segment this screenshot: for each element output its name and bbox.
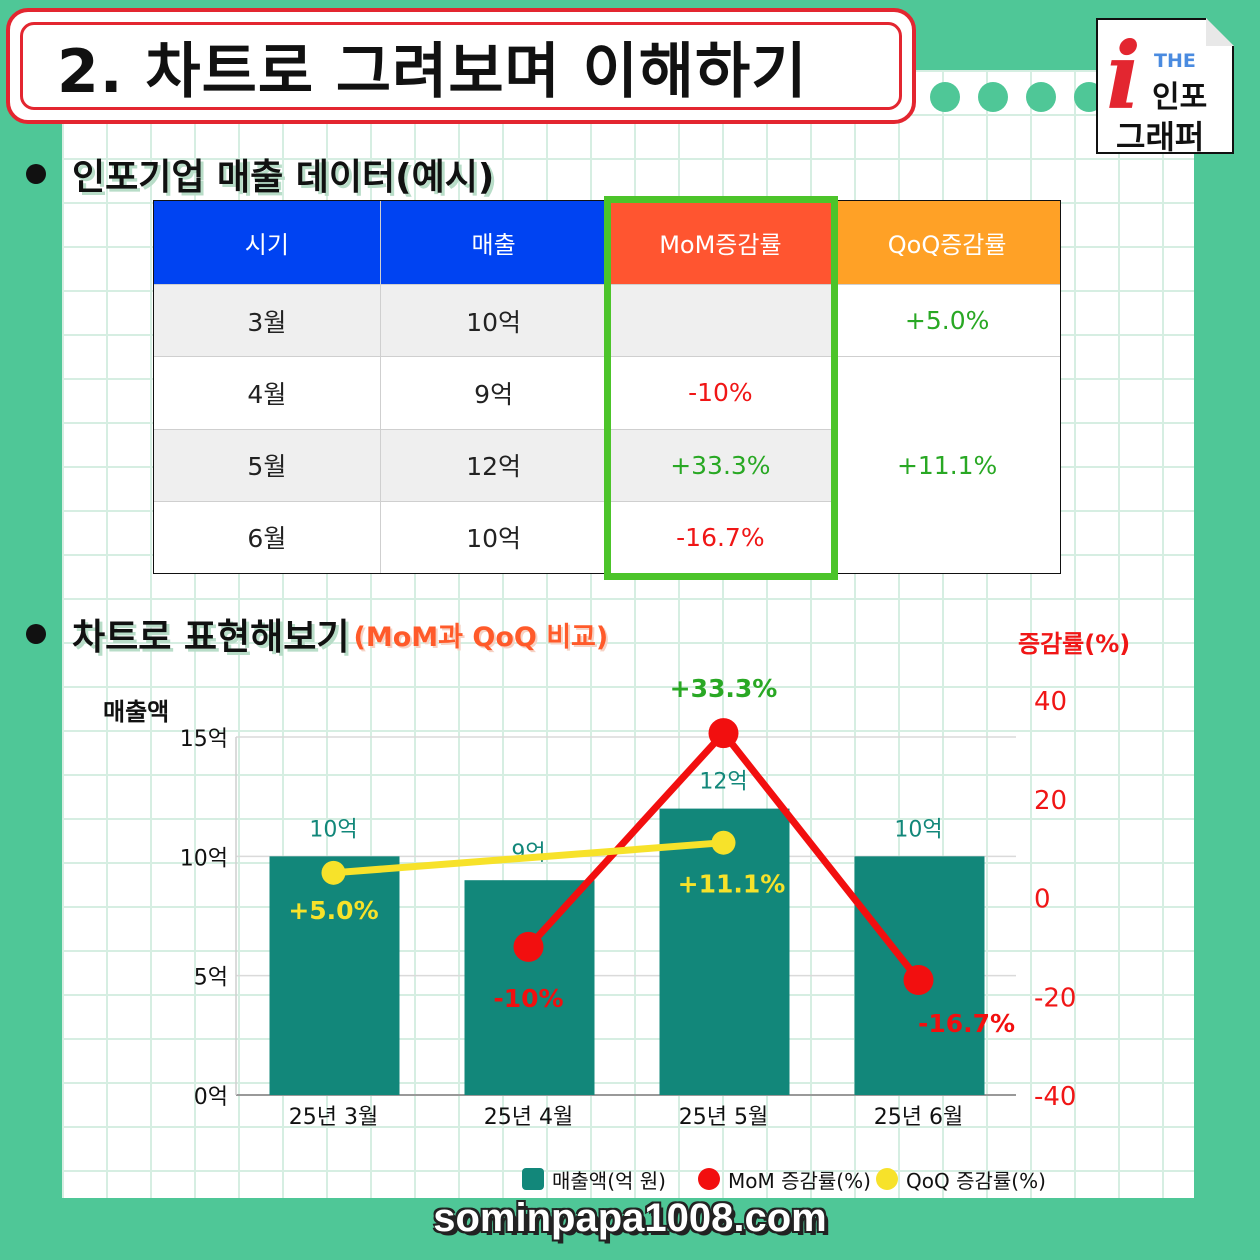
period-cell: 4월	[153, 356, 381, 430]
x-tick-label: 25년 5월	[679, 1105, 768, 1130]
y-right-tick-label: 40	[1034, 687, 1067, 717]
mom-cell: -10%	[606, 356, 835, 430]
title-box: 2. 차트로 그려보며 이해하기	[6, 8, 916, 124]
sales-cell: 10억	[379, 283, 608, 358]
title-inner-frame: 2. 차트로 그려보며 이해하기	[20, 22, 902, 110]
y-left-tick-label: 15억	[180, 727, 228, 752]
brand-logo: i THE 인포 그래퍼	[1096, 18, 1234, 156]
bullet-icon	[26, 164, 46, 184]
legend-label: QoQ 증감률(%)	[906, 1169, 1046, 1193]
binder-ring	[1026, 82, 1056, 112]
legend-swatch	[876, 1168, 898, 1190]
section-subtitle: (MoM과 QoQ 비교)	[353, 621, 609, 653]
bar-data-label: 12억	[699, 770, 747, 795]
x-tick-label: 25년 6월	[874, 1105, 963, 1130]
bar-data-label: 10억	[309, 817, 357, 842]
y-right-tick-label: 20	[1034, 786, 1067, 816]
series-point	[321, 860, 346, 885]
page-title: 2. 차트로 그려보며 이해하기	[57, 36, 808, 107]
section-heading-table: 인포기업 매출 데이터(예시)	[26, 148, 494, 200]
table-row: 4월 9억 -10% +11.1%	[153, 356, 1061, 574]
y-left-tick-label: 10억	[180, 846, 228, 871]
sales-cell: 9억	[379, 356, 608, 430]
sales-table: 시기 매출 MoM증감률 QoQ증감률 3월 10억 +5.0% 4월 9억 -…	[153, 200, 1061, 575]
table-row: 6월 10억 -16.7%	[153, 500, 1061, 575]
bar	[269, 856, 400, 1095]
bar	[659, 808, 790, 1095]
legend-label: MoM 증감률(%)	[728, 1169, 871, 1193]
legend-label: 매출액(억 원)	[552, 1169, 666, 1193]
section-heading-chart: 차트로 표현해보기 (MoM과 QoQ 비교)	[26, 608, 608, 660]
period-cell: 3월	[153, 283, 381, 358]
mom-cell	[606, 283, 835, 358]
legend-swatch	[522, 1168, 544, 1190]
legend-swatch	[698, 1168, 720, 1190]
bar-data-label: 10억	[894, 817, 942, 842]
logo-i-icon: i	[1106, 22, 1141, 130]
binder-ring	[930, 82, 960, 112]
table-header-row: 시기 매출 MoM증감률 QoQ증감률	[153, 200, 1061, 285]
table-header-cell: 시기	[153, 200, 381, 285]
y-left-tick-label: 5억	[194, 966, 228, 991]
table-header-cell: QoQ증감률	[833, 200, 1061, 285]
series-line	[333, 839, 724, 877]
section-title: 차트로 표현해보기	[72, 617, 350, 658]
line-data-label: -16.7%	[918, 1009, 1015, 1038]
line-data-label: -10%	[493, 984, 563, 1013]
bullet-icon	[26, 624, 46, 644]
sales-cell: 12억	[379, 428, 608, 502]
line-data-label: +11.1%	[678, 870, 786, 899]
x-tick-label: 25년 4월	[484, 1105, 573, 1130]
footer-url: sominpapa1008.com	[433, 1196, 827, 1240]
y-right-tick-label: -40	[1034, 1082, 1076, 1112]
binder-ring	[978, 82, 1008, 112]
table-row: 5월 12억 +33.3%	[153, 428, 1061, 502]
x-tick-label: 25년 3월	[289, 1105, 378, 1130]
table-header-cell: 매출	[379, 200, 608, 285]
mom-cell: -16.7%	[606, 500, 835, 575]
qoq-cell: +5.0%	[833, 283, 1061, 358]
logo-line2: 그래퍼	[1116, 118, 1205, 156]
period-cell: 6월	[153, 500, 381, 575]
series-point	[708, 718, 739, 749]
logo-page-fold	[1206, 18, 1234, 46]
y-left-tick-label: 0억	[194, 1085, 228, 1110]
section-title: 인포기업 매출 데이터(예시)	[72, 157, 495, 198]
logo-line1: 인포	[1152, 80, 1208, 115]
line-data-label: +33.3%	[670, 674, 778, 703]
y-left-axis-title: 매출액	[103, 698, 169, 726]
series-point	[711, 830, 736, 855]
series-point	[903, 964, 934, 995]
bar	[464, 880, 595, 1095]
logo-the: THE	[1154, 50, 1196, 72]
line-data-label: +5.0%	[288, 896, 378, 925]
table-row: 3월 10억 +5.0%	[153, 283, 1061, 358]
qoq-cell: +11.1%	[833, 356, 1061, 574]
y-right-tick-label: -20	[1034, 983, 1076, 1013]
series-point	[513, 931, 544, 962]
sales-cell: 10억	[379, 500, 608, 575]
y-right-axis-title: 증감률(%)	[1018, 630, 1130, 658]
y-right-tick-label: 0	[1034, 885, 1051, 915]
